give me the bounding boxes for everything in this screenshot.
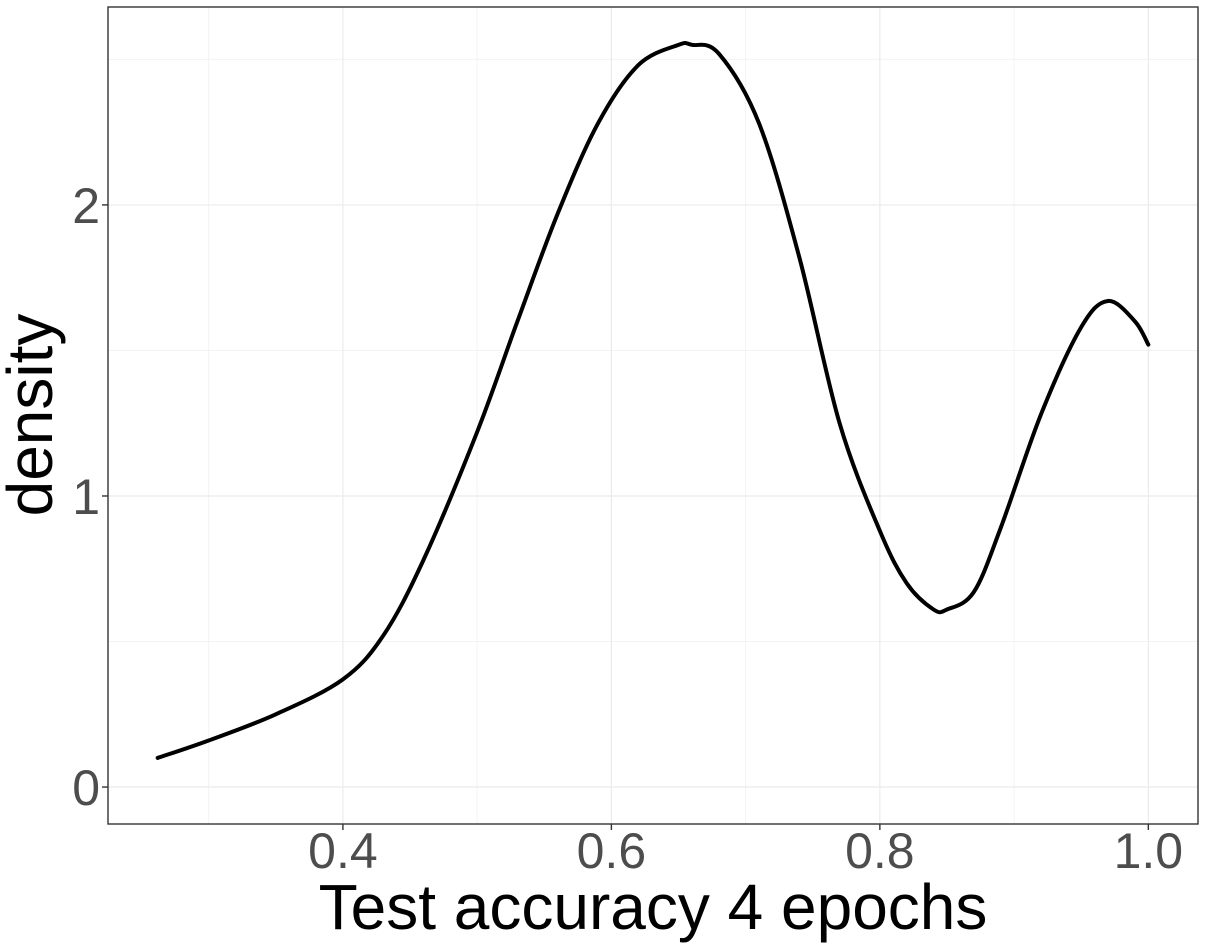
grid-lines (108, 7, 1198, 824)
density-series (155, 40, 1151, 760)
axis-ticks: 0.4 0.6 0.8 1.0 0 1 2 (72, 178, 1183, 879)
x-axis-title: Test accuracy 4 epochs (319, 871, 988, 943)
y-tick-label: 1 (72, 469, 100, 525)
x-tick-label: 0.8 (845, 823, 915, 879)
plot-panel-border (107, 6, 1199, 825)
y-axis-title: density (0, 314, 66, 517)
x-tick-label: 1.0 (1114, 823, 1184, 879)
x-tick-label: 0.6 (577, 823, 647, 879)
y-tick-label: 0 (72, 760, 100, 816)
density-line-0 (155, 40, 1151, 760)
x-tick-label: 0.4 (308, 823, 378, 879)
plot-panel-background (108, 7, 1198, 824)
y-tick-label: 2 (72, 178, 100, 234)
